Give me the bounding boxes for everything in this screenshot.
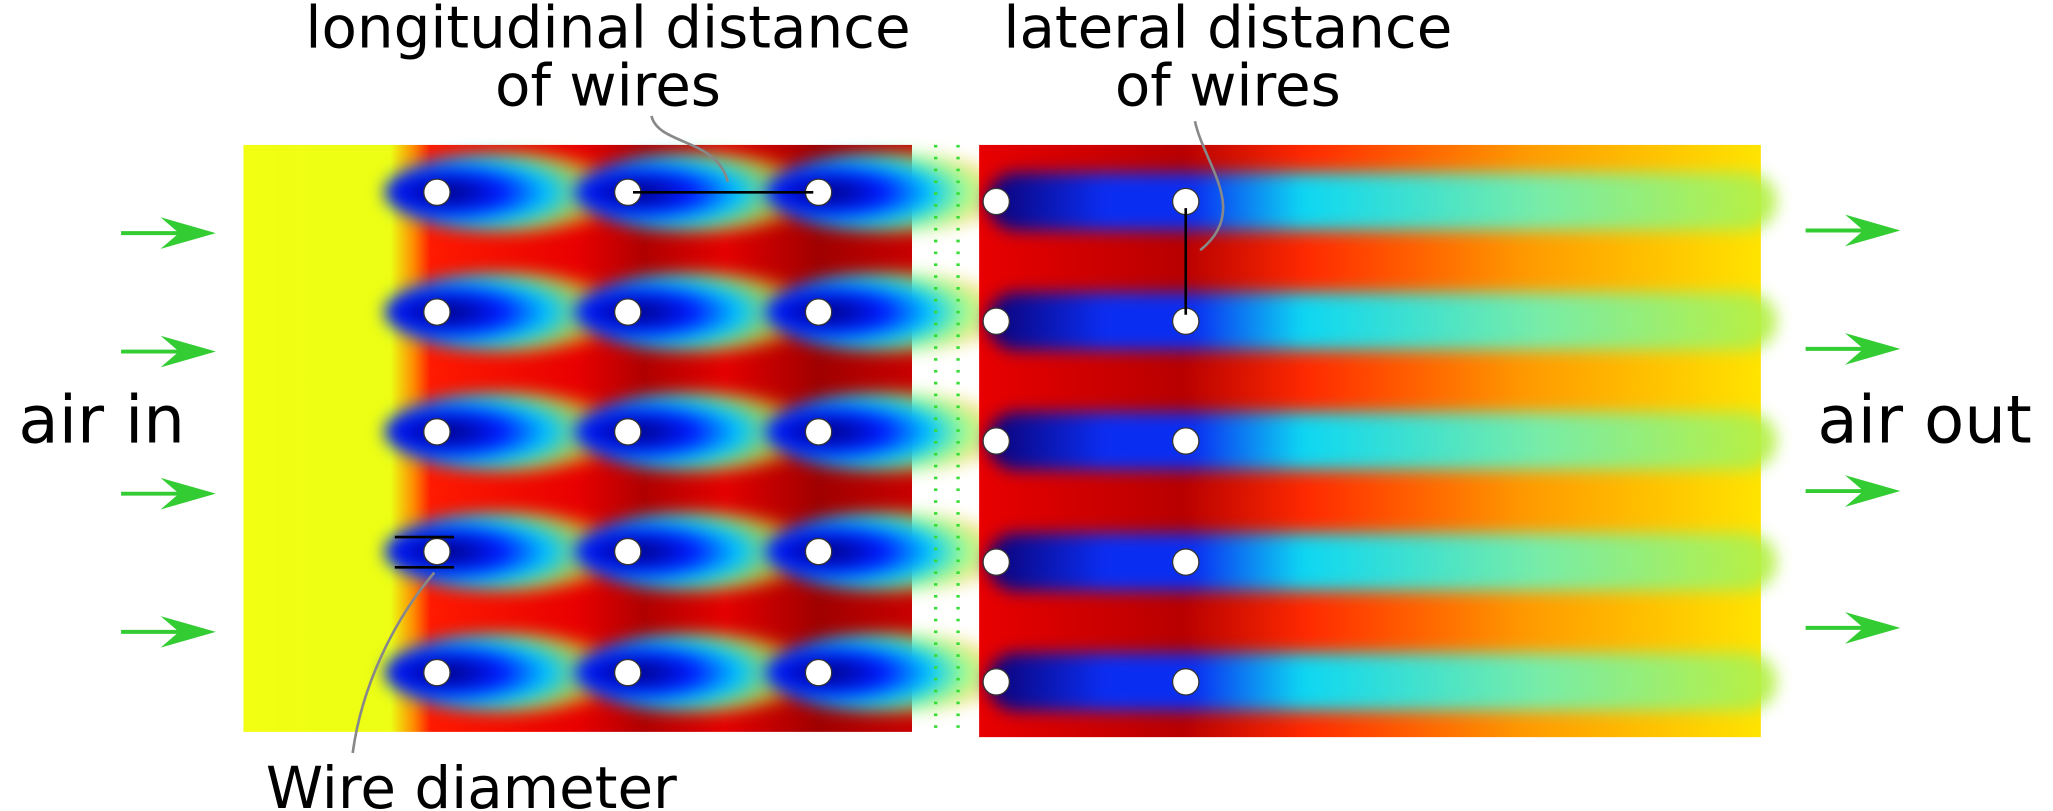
wire [613, 658, 642, 687]
arrow-head [160, 217, 216, 249]
wire [423, 537, 451, 566]
arrow-head [160, 477, 216, 510]
wire [982, 187, 1011, 216]
label-lateral: lateral distance [1003, 0, 1452, 62]
wire [804, 537, 833, 566]
wire [613, 298, 642, 326]
wires [423, 178, 1200, 696]
arrow-head [160, 335, 216, 368]
arrow-head [1845, 612, 1901, 644]
wake [987, 173, 1777, 231]
leader-line [351, 573, 435, 754]
wire [1171, 668, 1200, 696]
arrow-head [160, 616, 216, 648]
wake [766, 512, 1016, 591]
arrow-head [1845, 333, 1901, 365]
label-longitudinal: longitudinal distance [305, 0, 910, 62]
leader-line [1195, 120, 1225, 250]
wire [1171, 427, 1200, 455]
wire [423, 658, 451, 687]
label-longitudinal: of wires [495, 51, 721, 119]
label-air-in: air in [18, 381, 185, 458]
wire [982, 548, 1011, 576]
wire [1171, 548, 1200, 576]
wire [982, 307, 1011, 336]
wire [982, 427, 1011, 455]
wire [804, 298, 833, 326]
leader-line [650, 115, 727, 182]
wire [423, 418, 451, 446]
flow-field-right [979, 145, 1777, 737]
wire [804, 418, 833, 446]
wire [982, 668, 1011, 696]
wake [987, 653, 1777, 711]
wire [804, 658, 833, 687]
label-wire-diameter: Wire diameter [266, 754, 677, 811]
wake [987, 533, 1777, 591]
arrow-head [1845, 475, 1901, 507]
wake [766, 392, 1016, 471]
wake [766, 273, 1016, 352]
wake [987, 292, 1777, 350]
arrow-head [1845, 214, 1901, 247]
wake [987, 412, 1777, 470]
wire [613, 418, 642, 446]
label-lateral: of wires [1115, 51, 1341, 119]
label-air-out: air out [1817, 381, 2031, 458]
wire [423, 298, 451, 326]
flow-arrows [121, 214, 1901, 648]
wake [766, 633, 1016, 712]
wire [613, 537, 642, 566]
wire [423, 178, 451, 207]
